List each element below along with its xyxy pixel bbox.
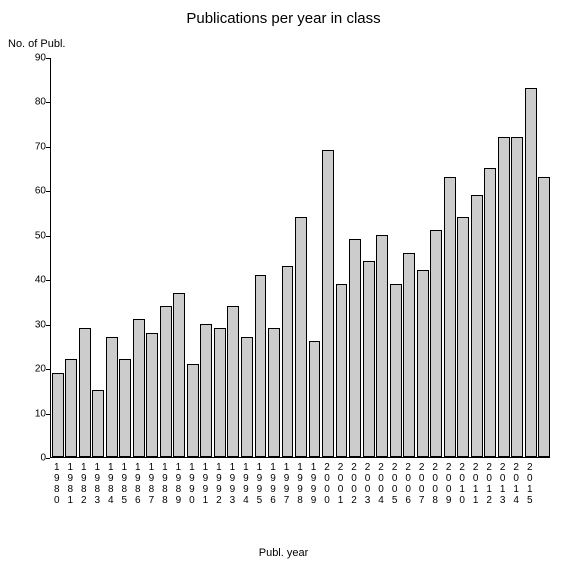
bar [268, 328, 280, 457]
bar [376, 235, 388, 457]
bar [484, 168, 496, 457]
bar [227, 306, 239, 457]
y-tick-label: 60 [28, 186, 46, 197]
bar [79, 328, 91, 457]
bar [403, 253, 415, 457]
y-tick-label: 30 [28, 319, 46, 330]
x-tick-label: 2003 [363, 462, 373, 506]
x-tick-label: 1987 [146, 462, 156, 506]
x-tick-label: 2000 [322, 462, 332, 506]
x-tick-label: 1981 [65, 462, 75, 506]
x-tick-label: 1986 [133, 462, 143, 506]
x-tick-label: 2006 [403, 462, 413, 506]
x-tick-label: 1999 [309, 462, 319, 506]
bar [390, 284, 402, 457]
bar [52, 373, 64, 457]
bar [498, 137, 510, 457]
bar [200, 324, 212, 457]
bar [511, 137, 523, 457]
x-tick-label: 2005 [390, 462, 400, 506]
bar [282, 266, 294, 457]
chart-container: Publications per year in class No. of Pu… [0, 0, 567, 567]
x-tick-label: 2011 [471, 462, 481, 506]
bar [430, 230, 442, 457]
bar [336, 284, 348, 457]
y-tick-mark [46, 458, 50, 459]
bar [173, 293, 185, 457]
y-tick-label: 20 [28, 364, 46, 375]
bars-group [51, 58, 550, 457]
x-tick-label: 1980 [52, 462, 62, 506]
x-tick-label: 1984 [106, 462, 116, 506]
x-tick-label: 2007 [417, 462, 427, 506]
bar [119, 359, 131, 457]
y-tick-label: 40 [28, 275, 46, 286]
y-tick-label: 90 [28, 53, 46, 64]
x-tick-label: 1994 [241, 462, 251, 506]
x-tick-label: 2004 [376, 462, 386, 506]
bar [255, 275, 267, 457]
bar [457, 217, 469, 457]
bar [65, 359, 77, 457]
bar [241, 337, 253, 457]
bar [471, 195, 483, 457]
plot-area [50, 58, 550, 458]
x-tick-label: 2008 [430, 462, 440, 506]
x-tick-label: 2013 [498, 462, 508, 506]
bar [309, 341, 321, 457]
x-tick-label: 1989 [173, 462, 183, 506]
x-tick-label: 1988 [160, 462, 170, 506]
x-tick-label: 1993 [227, 462, 237, 506]
bar [525, 88, 537, 457]
bar [444, 177, 456, 457]
x-tick-label: 1985 [119, 462, 129, 506]
y-tick-label: 70 [28, 141, 46, 152]
bar [363, 261, 375, 457]
bar [214, 328, 226, 457]
y-axis-label: No. of Publ. [8, 38, 65, 50]
x-tick-label: 1998 [295, 462, 305, 506]
x-tick-label: 1997 [281, 462, 291, 506]
x-tick-label: 1983 [92, 462, 102, 506]
y-tick-label: 80 [28, 97, 46, 108]
bar [538, 177, 550, 457]
x-tick-label: 1996 [268, 462, 278, 506]
bar [322, 150, 334, 457]
x-tick-label: 2010 [457, 462, 467, 506]
x-tick-label: 1982 [79, 462, 89, 506]
chart-title: Publications per year in class [0, 10, 567, 27]
x-tick-label: 2012 [484, 462, 494, 506]
x-tick-label: 2002 [349, 462, 359, 506]
x-tick-label: 2015 [525, 462, 535, 506]
bar [133, 319, 145, 457]
x-tick-label: 2009 [444, 462, 454, 506]
bar [160, 306, 172, 457]
x-tick-label: 2014 [511, 462, 521, 506]
bar [92, 390, 104, 457]
bar [106, 337, 118, 457]
x-tick-label: 2001 [336, 462, 346, 506]
x-tick-label: 1990 [187, 462, 197, 506]
bar [349, 239, 361, 457]
bar [146, 333, 158, 457]
y-tick-label: 50 [28, 230, 46, 241]
x-axis-label: Publ. year [0, 547, 567, 559]
y-tick-label: 10 [28, 408, 46, 419]
bar [417, 270, 429, 457]
x-tick-label: 1991 [200, 462, 210, 506]
bar [295, 217, 307, 457]
x-tick-label: 1992 [214, 462, 224, 506]
x-tick-label: 1995 [254, 462, 264, 506]
y-tick-label: 0 [28, 453, 46, 464]
bar [187, 364, 199, 457]
